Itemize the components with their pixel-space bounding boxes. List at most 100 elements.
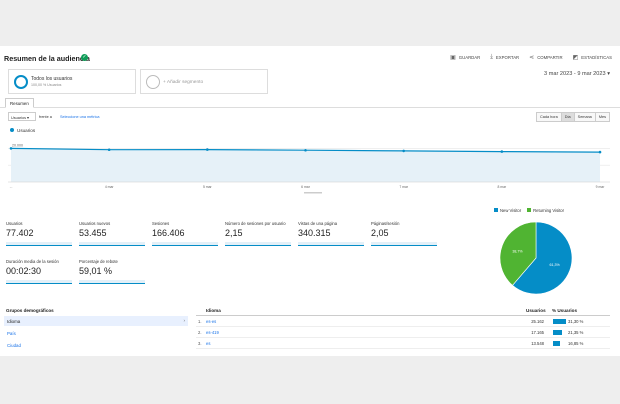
tab-bar: Resumen — [0, 98, 620, 108]
y-tick-label: 20.000 — [12, 143, 23, 147]
users-pct-cell: 16,85 % — [568, 341, 584, 346]
chart-legend: Usuarios — [10, 128, 35, 133]
pie-slice — [499, 221, 537, 286]
granularity-toggle: Cada hora Día Semana Mes — [536, 112, 610, 122]
sparkline — [152, 242, 218, 246]
pie-slice-label: 38,7% — [512, 249, 523, 253]
data-point — [304, 148, 307, 152]
segment-share: 100,00 % Usuarios — [31, 83, 62, 87]
x-tick-label: 4 mar — [105, 185, 115, 189]
x-tick-label: 7 mar — [399, 185, 409, 189]
users-pct-cell: 21,35 % — [568, 330, 584, 335]
segment-name: Todos los usuarios — [31, 76, 73, 82]
versus-label: frente a — [39, 115, 52, 119]
granularity-day-button[interactable]: Día — [560, 112, 575, 122]
granularity-hour-button[interactable]: Cada hora — [536, 112, 562, 122]
metric-sessions-per-user: Número de sesiones por usuario 2,15 — [225, 216, 291, 246]
users-cell: 17.165 — [531, 330, 544, 335]
export-button[interactable]: ⤓ EXPORTAR — [490, 54, 520, 60]
add-segment-button[interactable]: + Añadir segmento — [140, 69, 268, 94]
sparkline — [79, 280, 145, 284]
data-point — [107, 148, 111, 152]
x-tick-label: ... — [10, 185, 13, 189]
dimension-item-city[interactable]: Ciudad — [7, 343, 21, 348]
sparkline — [225, 242, 291, 246]
row-number: 1. — [198, 319, 202, 324]
table-body: 1. es-es 25.162 31,30 % 2. es-419 17.165 21,35 … — [196, 316, 610, 349]
save-button[interactable]: ▣ GUARDAR — [450, 55, 481, 61]
metric-pages-per-session: Páginas/sesión 2,05 — [371, 216, 437, 246]
swatch-returning — [527, 208, 532, 212]
language-table: Idioma Usuarios % Usuarios 1. es-es 25.162… — [196, 308, 610, 349]
audience-overview-page: Resumen de la audiencia ✓ ▣ GUARDAR ⤓ EXPO… — [0, 46, 620, 356]
report-tables: Grupos demográficos Idioma › País Ciudad … — [0, 302, 620, 356]
metric-users: Usuarios 77.402 — [6, 216, 72, 246]
save-icon: ▣ — [450, 55, 456, 61]
users-share-bar — [553, 330, 562, 335]
metric-pageviews: Vistas de una página 340.315 — [298, 216, 364, 246]
x-tick-label: 6 mar — [301, 185, 311, 189]
users-share-bar — [553, 341, 561, 346]
sparkline — [298, 242, 364, 246]
insights-button[interactable]: ◩ ESTADÍSTICAS — [572, 55, 612, 61]
swatch-new — [494, 208, 498, 212]
dimension-item-country[interactable]: País — [7, 331, 16, 336]
sparkline — [6, 280, 72, 284]
chevron-right-icon: › — [183, 318, 185, 323]
metric-avg-session-duration: Duración media de la sesión 00:02:30 — [6, 254, 72, 284]
report-header: Resumen de la audiencia ✓ ▣ GUARDAR ⤓ EXPO… — [0, 46, 620, 68]
data-point — [9, 147, 13, 150]
series-area — [11, 148, 600, 182]
sparkline — [79, 242, 145, 246]
row-number: 3. — [198, 341, 202, 346]
language-link[interactable]: es-es — [206, 319, 217, 324]
sparkline — [371, 242, 437, 246]
chart-resize-handle — [304, 192, 322, 194]
table-row: 3. es 13.548 16,85 % — [196, 338, 610, 349]
tab-resumen[interactable]: Resumen — [5, 98, 34, 108]
table-row: 1. es-es 25.162 31,30 % — [196, 316, 610, 327]
segment-ring-icon — [14, 75, 28, 89]
chart-legend-label: Usuarios — [17, 128, 36, 133]
language-link[interactable]: es — [206, 341, 211, 346]
series-dot-icon — [10, 128, 14, 132]
share-icon: ⋖ — [529, 55, 535, 61]
header-users-pct: % Usuarios — [552, 308, 578, 313]
share-button[interactable]: ⋖ COMPARTIR — [529, 55, 563, 61]
export-icon: ⤓ — [490, 54, 493, 60]
report-actions: ▣ GUARDAR ⤓ EXPORTAR ⋖ COMPARTIR ◩ ESTADÍSTI… — [450, 54, 612, 61]
metric-dropdown[interactable]: Usuarios ▾ — [8, 112, 36, 121]
metrics-grid: Usuarios 77.402 Usuarios nuevos 53.455 Ses… — [6, 216, 446, 296]
date-range-label: 3 mar 2023 - 9 mar 2023 — [544, 71, 606, 77]
chevron-down-icon: ▾ — [607, 71, 610, 77]
visitor-type-pie-chart: 61,3% 38,7% — [499, 221, 573, 295]
x-tick-label: 9 mar — [596, 185, 606, 189]
chart-controls: Usuarios ▾ frente a Seleccione una métri… — [8, 112, 610, 122]
language-link[interactable]: es-419 — [206, 330, 219, 335]
dimension-item-language[interactable]: Idioma › — [4, 316, 188, 326]
pie-legend-new: New Visitor — [494, 208, 521, 213]
pie-slice-label: 61,3% — [549, 263, 560, 267]
segment-all-users[interactable]: Todos los usuarios 100,00 % Usuarios — [8, 69, 136, 94]
add-segment-label: + Añadir segmento — [163, 80, 204, 85]
users-cell: 25.162 — [531, 319, 544, 324]
page-title: Resumen de la audiencia — [4, 54, 90, 63]
date-range-picker[interactable]: 3 mar 2023 - 9 mar 2023 ▾ — [544, 71, 610, 77]
header-users: Usuarios — [526, 308, 546, 313]
granularity-week-button[interactable]: Semana — [573, 112, 596, 122]
granularity-month-button[interactable]: Mes — [594, 112, 610, 122]
metric-sessions: Sesiones 166.406 — [152, 216, 218, 246]
x-tick-label: 8 mar — [497, 185, 507, 189]
sparkline — [6, 242, 72, 246]
table-header: Idioma Usuarios % Usuarios — [196, 308, 610, 316]
pie-legend: New Visitor Returning Visitor — [494, 208, 564, 213]
row-number: 2. — [198, 330, 202, 335]
data-point — [500, 150, 504, 153]
header-language: Idioma — [206, 308, 221, 313]
data-point — [598, 150, 602, 154]
metric-bounce-rate: Porcentaje de rebote 59,01 % — [79, 254, 145, 284]
data-point — [402, 149, 405, 153]
select-metric-link[interactable]: Seleccione una métrica — [60, 115, 100, 119]
pie-slice — [512, 221, 573, 295]
